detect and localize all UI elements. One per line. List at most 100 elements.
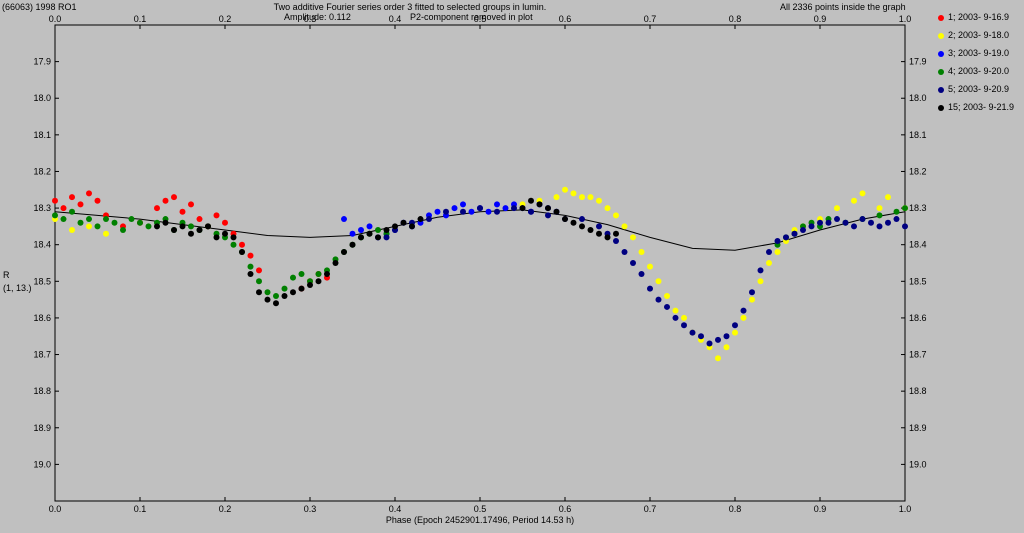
data-point [273, 300, 279, 307]
axis-ticks: 0.0 0.0 0.1 0.1 0.2 0.2 0.3 0.3 0.4 0.4 0.5 0.5 0.6 0… [33, 14, 926, 514]
data-point [485, 208, 492, 215]
data-point [638, 270, 645, 277]
data-point [570, 219, 577, 226]
y-tick-label-left: 18.1 [33, 130, 51, 140]
y-tick-label-right: 18.5 [909, 276, 927, 286]
data-point [298, 285, 305, 292]
data-point [188, 230, 194, 237]
data-point [77, 219, 84, 226]
data-point [630, 234, 636, 241]
data-point [239, 249, 245, 256]
data-point [307, 281, 313, 288]
data-point [774, 238, 781, 245]
y-tick-label-left: 18.3 [33, 203, 51, 213]
legend-entry: 4; 2003- 9-20.0 [938, 66, 1009, 76]
data-point [103, 230, 109, 237]
data-point [145, 223, 152, 230]
x-tick-label-top: 0.9 [814, 14, 827, 24]
y-tick-label-left: 17.9 [33, 57, 51, 67]
y-tick-label-right: 17.9 [909, 57, 927, 67]
data-point [179, 223, 186, 230]
legend-label: 5; 2003- 9-20.9 [948, 84, 1010, 94]
data-point [893, 216, 900, 223]
y-tick-label-right: 19.0 [909, 459, 927, 469]
data-point [647, 263, 653, 270]
data-point [196, 216, 203, 223]
data-point [281, 292, 288, 299]
data-point [69, 227, 75, 234]
data-point [230, 234, 237, 241]
x-tick-label-bottom: 0.1 [134, 504, 147, 514]
data-point [290, 289, 296, 296]
data-point [528, 208, 534, 215]
data-point [579, 216, 585, 223]
data-point [358, 234, 364, 241]
data-points-group [52, 186, 908, 362]
y-tick-label-left: 18.0 [33, 93, 51, 103]
x-tick-label-top: 0.8 [729, 14, 742, 24]
data-point [111, 219, 118, 226]
data-point [60, 205, 67, 212]
data-point [213, 234, 220, 241]
data-point [511, 205, 517, 212]
x-tick-label-bottom: 0.9 [814, 504, 827, 514]
y-tick-label-right: 18.6 [909, 313, 927, 323]
amplitude-label: Amplitude: 0.112 [284, 12, 351, 22]
legend-marker-icon [938, 86, 944, 93]
data-point [613, 238, 619, 245]
data-point [706, 340, 713, 347]
data-point [800, 227, 806, 234]
data-point [834, 216, 840, 223]
data-point [562, 216, 568, 223]
data-point [256, 289, 262, 296]
data-point [604, 234, 611, 241]
x-tick-label-top: 0.5 [474, 14, 487, 24]
data-point [383, 227, 390, 234]
data-point [740, 314, 747, 321]
fit-curve-group [54, 209, 906, 251]
chart-title: Two additive Fourier series order 3 fitt… [273, 2, 547, 12]
y-tick-label-left: 18.7 [33, 350, 51, 360]
data-point [664, 303, 670, 310]
data-point [409, 223, 415, 230]
x-tick-label-top: 0.3 [304, 14, 317, 24]
data-point [366, 230, 373, 237]
data-point [281, 285, 288, 292]
data-point [60, 216, 67, 223]
data-point [426, 216, 432, 223]
data-point [400, 219, 407, 226]
data-point [298, 270, 305, 277]
data-point [876, 223, 883, 230]
data-point [562, 186, 568, 193]
data-point [732, 322, 738, 329]
data-point [757, 267, 764, 274]
x-tick-label-top: 0.1 [134, 14, 147, 24]
data-point [749, 289, 755, 296]
data-point [681, 314, 687, 321]
data-point [349, 241, 356, 248]
data-point [349, 230, 356, 237]
x-tick-label-top: 0.6 [559, 14, 572, 24]
data-point [162, 197, 169, 204]
data-point [596, 197, 602, 204]
data-point [366, 223, 373, 230]
data-point [128, 216, 135, 223]
data-point [171, 194, 177, 201]
data-point [859, 216, 866, 223]
y-tick-label-right: 18.3 [909, 203, 927, 213]
data-point [154, 223, 160, 230]
data-point [443, 208, 449, 215]
y-axis-sublabel: (1, 13.) [3, 283, 32, 293]
data-point [732, 329, 738, 336]
data-point [86, 223, 92, 230]
data-point [749, 296, 755, 303]
data-point [247, 252, 254, 259]
data-point [256, 278, 262, 285]
data-point [808, 223, 815, 230]
y-tick-label-left: 18.9 [33, 423, 51, 433]
data-point [434, 208, 441, 215]
legend-label: 2; 2003- 9-18.0 [948, 30, 1010, 40]
legend-entry: 3; 2003- 9-19.0 [938, 48, 1009, 58]
data-point [902, 223, 908, 230]
